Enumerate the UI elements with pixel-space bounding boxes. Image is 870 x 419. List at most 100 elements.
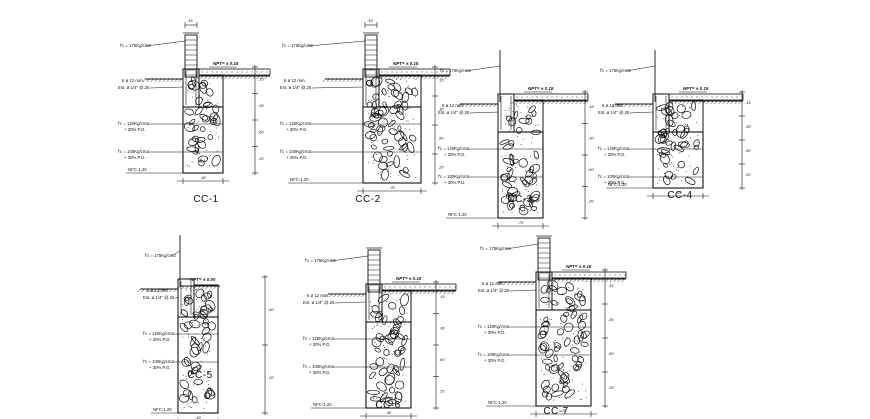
ground-hatch bbox=[423, 291, 427, 295]
stone-mark bbox=[530, 129, 542, 136]
stone-mark bbox=[387, 84, 395, 91]
ground-hatch bbox=[411, 291, 415, 295]
stone-mark bbox=[580, 331, 587, 339]
ground-hatch bbox=[260, 76, 264, 80]
aggregate-dot bbox=[668, 139, 670, 141]
ground-hatch bbox=[515, 282, 519, 286]
aggregate-dot bbox=[378, 132, 380, 134]
side-dimension-4: .20 bbox=[439, 388, 445, 393]
stone-mark bbox=[188, 118, 196, 126]
aggregate-dot bbox=[535, 112, 537, 114]
ground-left bbox=[495, 281, 536, 286]
stone-mark bbox=[200, 126, 206, 133]
aggregate-dot bbox=[574, 340, 576, 341]
stone-mark bbox=[178, 394, 190, 403]
aggregate-dot bbox=[536, 212, 538, 214]
aggregate-dot bbox=[388, 96, 390, 98]
stone-mark bbox=[373, 109, 384, 119]
stone-mark bbox=[399, 143, 408, 151]
stirrup-note: Est. ø 1/4" @.25 bbox=[280, 85, 312, 90]
aggregate-dot bbox=[380, 314, 382, 315]
aggregate-dot bbox=[372, 96, 374, 98]
ground-hatch bbox=[523, 282, 527, 286]
ground-hatch bbox=[427, 291, 431, 295]
aggregate-dot bbox=[508, 109, 510, 111]
side-dimension-2: .30 bbox=[745, 124, 751, 129]
ground-hatch bbox=[174, 79, 178, 83]
fill-concrete-note-2: f'c = 100Kg/cm2 bbox=[280, 149, 311, 154]
slab-dot bbox=[536, 96, 538, 98]
aggregate-dot bbox=[377, 173, 379, 174]
ground-hatch bbox=[181, 286, 185, 290]
aggregate-dot bbox=[393, 398, 395, 400]
stone-concrete-fill bbox=[654, 101, 700, 186]
aggregate-dot bbox=[566, 398, 568, 400]
stone-mark bbox=[537, 330, 547, 340]
aggregate-dot bbox=[205, 90, 207, 92]
aggregate-dot bbox=[508, 190, 510, 192]
aggregate-dot bbox=[663, 173, 665, 175]
aggregate-dot bbox=[581, 383, 583, 385]
aggregate-dot bbox=[680, 151, 682, 153]
aggregate-dot bbox=[509, 130, 511, 132]
fill-concrete-note-1: f'c = 120Kg/cm2 bbox=[143, 331, 174, 336]
top-dimension: .15 bbox=[367, 18, 373, 23]
aggregate-dot bbox=[568, 290, 570, 292]
aggregate-dot bbox=[562, 339, 564, 340]
aggregate-dot bbox=[390, 322, 392, 324]
aggregate-dot bbox=[582, 289, 584, 291]
slab-dot bbox=[696, 96, 698, 98]
ground-hatch bbox=[349, 294, 353, 298]
aggregate-dot bbox=[555, 302, 557, 304]
rebar-note: 6 ø 12 mm. bbox=[307, 293, 329, 298]
aggregate-dot bbox=[696, 122, 698, 124]
stone-concrete-fill bbox=[499, 104, 542, 216]
aggregate-dot bbox=[386, 301, 388, 302]
stone-mark bbox=[376, 381, 387, 392]
aggregate-dot bbox=[393, 127, 395, 129]
aggregate-dot bbox=[409, 129, 411, 130]
aggregate-dot bbox=[383, 372, 385, 374]
ground-hatch bbox=[710, 101, 714, 105]
aggregate-dot bbox=[375, 154, 377, 155]
ground-hatch bbox=[565, 279, 569, 283]
ground-hatch bbox=[213, 286, 217, 290]
aggregate-dot bbox=[512, 110, 514, 112]
slab-dot bbox=[386, 71, 388, 73]
aggregate-dot bbox=[390, 293, 392, 295]
stone-mark bbox=[388, 302, 397, 310]
stone-mark bbox=[691, 101, 697, 111]
aggregate-dot bbox=[525, 185, 527, 187]
aggregate-dot bbox=[565, 397, 567, 399]
aggregate-dot bbox=[553, 293, 555, 295]
aggregate-dot bbox=[406, 120, 408, 122]
fill-concrete-note-2: f'c = 100Kg/cm2 bbox=[598, 174, 629, 179]
aggregate-dot bbox=[508, 124, 510, 126]
aggregate-dot bbox=[398, 315, 400, 317]
aggregate-dot bbox=[671, 143, 673, 145]
leader-line bbox=[465, 65, 501, 72]
aggregate-dot bbox=[197, 324, 199, 326]
aggregate-dot bbox=[670, 107, 672, 109]
aggregate-dot bbox=[525, 171, 527, 173]
fill-stone-note-2: + 30% P.G. bbox=[124, 155, 146, 160]
slab-dot bbox=[599, 274, 601, 276]
ground-hatch bbox=[322, 79, 326, 83]
stone-mark bbox=[191, 366, 199, 374]
stone-mark bbox=[693, 139, 700, 148]
ground-hatch bbox=[617, 279, 621, 283]
aggregate-dot bbox=[669, 164, 671, 165]
aggregate-dot bbox=[191, 161, 193, 163]
ground-left bbox=[322, 78, 363, 83]
stone-mark bbox=[575, 361, 583, 368]
brick-wall bbox=[184, 34, 198, 78]
stone-mark bbox=[577, 290, 583, 298]
aggregate-dot bbox=[191, 122, 193, 124]
slab-dot bbox=[731, 96, 733, 98]
stone-mark bbox=[382, 101, 388, 108]
aggregate-dot bbox=[508, 181, 510, 183]
side-dimension-2: .20 bbox=[268, 375, 274, 380]
aggregate-dot bbox=[186, 313, 188, 315]
ground-hatch bbox=[485, 104, 489, 108]
aggregate-dot bbox=[374, 378, 376, 380]
